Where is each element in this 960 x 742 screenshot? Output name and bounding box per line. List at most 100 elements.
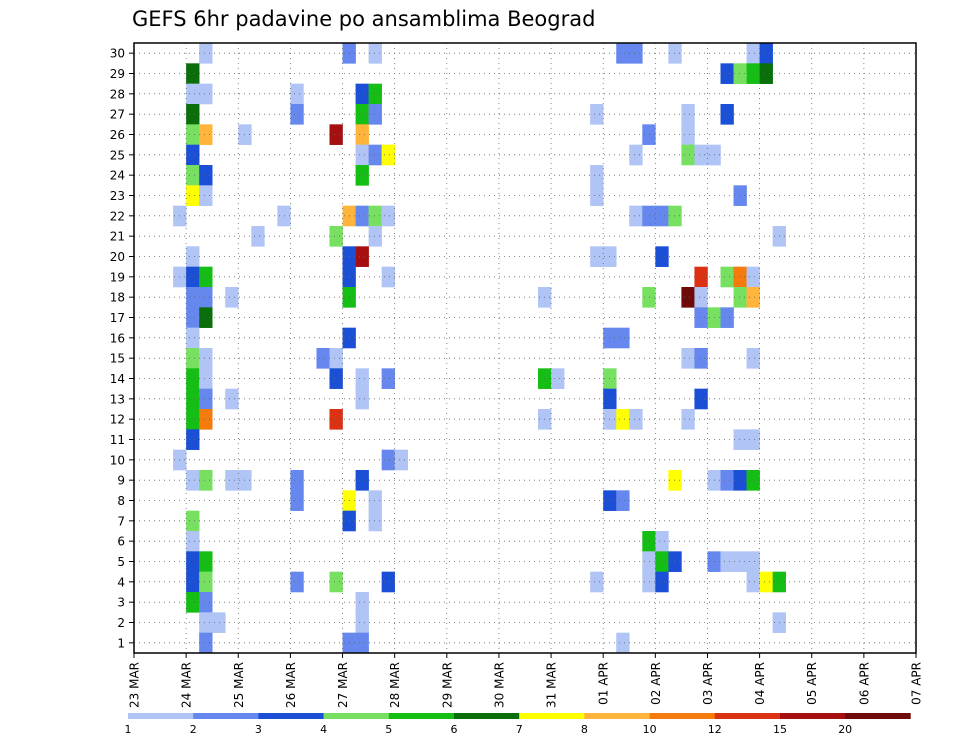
cell-m9-c7 xyxy=(225,470,239,491)
plot-frame xyxy=(133,42,917,654)
cell-m29-c47 xyxy=(746,63,760,84)
colorbar-swatch-1 xyxy=(193,713,259,719)
cell-m27-c12 xyxy=(290,104,304,125)
cell-m15-c47 xyxy=(746,348,760,369)
cell-m17-c45 xyxy=(720,307,734,328)
cell-m24-c4 xyxy=(186,165,200,186)
x-tick-label-13: 05 APR xyxy=(805,662,819,705)
cell-m30-c5 xyxy=(199,43,213,64)
cell-m5-c45 xyxy=(720,551,734,572)
y-tick-label-13: 13 xyxy=(110,392,125,406)
cell-m27-c45 xyxy=(720,104,734,125)
cell-m19-c4 xyxy=(186,266,200,288)
cell-m26-c39 xyxy=(642,124,656,145)
cell-m26-c15 xyxy=(329,124,343,145)
colorbar-swatch-6 xyxy=(519,713,585,719)
cell-m27-c42 xyxy=(681,104,695,125)
cell-m14-c4 xyxy=(186,368,200,389)
cell-m21-c18 xyxy=(368,226,382,247)
cell-m19-c46 xyxy=(733,266,747,288)
x-tick-label-8: 31 MAR xyxy=(545,662,559,708)
cell-m15-c14 xyxy=(316,348,330,369)
y-tick-label-1: 1 xyxy=(117,636,125,650)
cell-m6-c40 xyxy=(655,531,669,552)
cell-m24-c35 xyxy=(590,165,604,186)
cell-m13-c17 xyxy=(355,388,369,410)
cell-m18-c42 xyxy=(681,287,695,308)
colorbar-swatch-0 xyxy=(128,713,194,719)
colorbar-swatch-9 xyxy=(714,713,781,719)
cell-m9-c45 xyxy=(720,470,734,491)
cell-m30-c48 xyxy=(759,43,773,64)
cell-m18-c5 xyxy=(199,287,213,308)
y-tick-label-20: 20 xyxy=(110,250,125,264)
colorbar-label-8: 10 xyxy=(643,723,657,736)
cell-m29-c48 xyxy=(759,63,773,84)
cell-m30-c18 xyxy=(368,43,382,64)
colorbar-swatch-7 xyxy=(584,713,650,719)
cell-m23-c46 xyxy=(733,185,747,206)
y-tick-label-6: 6 xyxy=(117,535,125,549)
cell-m28-c17 xyxy=(355,83,369,105)
x-tick-label-7: 30 MAR xyxy=(492,662,506,708)
x-tick-label-5: 28 MAR xyxy=(388,662,402,708)
cell-m29-c4 xyxy=(186,63,200,84)
cell-m18-c47 xyxy=(746,287,760,308)
x-tick-label-2: 25 MAR xyxy=(232,662,246,708)
cell-m8-c18 xyxy=(368,490,382,511)
cell-m22-c19 xyxy=(381,205,395,227)
cell-m25-c38 xyxy=(629,144,643,166)
x-tick-label-0: 23 MAR xyxy=(128,662,142,708)
cell-m25-c19 xyxy=(381,144,395,166)
cell-m20-c17 xyxy=(355,246,369,267)
cell-m5-c47 xyxy=(746,551,760,572)
x-tick-label-14: 06 APR xyxy=(857,662,871,705)
colorbar-label-2: 3 xyxy=(255,723,262,736)
cell-m4-c35 xyxy=(590,571,604,593)
cell-m12-c38 xyxy=(629,409,643,430)
cell-m4-c4 xyxy=(186,571,200,593)
cell-m25-c43 xyxy=(694,144,708,166)
y-tick-label-28: 28 xyxy=(110,87,125,101)
cell-m12-c4 xyxy=(186,409,200,430)
cell-m23-c35 xyxy=(590,185,604,206)
cell-m9-c47 xyxy=(746,470,760,491)
x-tick-label-15: 07 APR xyxy=(910,662,924,705)
y-tick-label-11: 11 xyxy=(110,433,125,447)
cell-m5-c5 xyxy=(199,551,213,572)
colorbar-label-7: 8 xyxy=(581,723,588,736)
cell-m20-c35 xyxy=(590,246,604,267)
cell-m26-c17 xyxy=(355,124,369,145)
y-tick-label-27: 27 xyxy=(110,108,125,122)
colorbar-swatch-10 xyxy=(780,713,846,719)
cell-m11-c4 xyxy=(186,429,200,450)
cell-m29-c45 xyxy=(720,63,734,84)
cell-m30-c38 xyxy=(629,43,643,64)
cell-m19-c47 xyxy=(746,266,760,288)
y-tick-label-5: 5 xyxy=(117,555,125,569)
y-tick-label-17: 17 xyxy=(110,311,125,325)
x-tick-label-10: 02 APR xyxy=(649,662,663,705)
cell-m4-c48 xyxy=(759,571,773,593)
cell-m15-c42 xyxy=(681,348,695,369)
y-tick-label-23: 23 xyxy=(110,189,125,203)
cell-m12-c37 xyxy=(616,409,630,430)
colorbar-swatch-4 xyxy=(388,713,455,719)
cell-m4-c39 xyxy=(642,571,656,593)
cell-m14-c32 xyxy=(551,368,565,389)
colorbar-swatch-2 xyxy=(258,713,324,719)
cell-m12-c5 xyxy=(199,409,213,430)
cell-m12-c42 xyxy=(681,409,695,430)
y-tick-label-10: 10 xyxy=(110,453,125,467)
y-axis: 1234567891011121314151617181920212223242… xyxy=(110,47,134,650)
cell-m11-c46 xyxy=(733,429,747,450)
colorbar-label-6: 7 xyxy=(516,723,523,736)
colorbar: 1 2 3 4 5 6 7 8 10 12 15 20 xyxy=(125,713,911,736)
cell-m2-c6 xyxy=(212,612,226,633)
cell-m4-c47 xyxy=(746,571,760,593)
cell-m3-c4 xyxy=(186,592,200,613)
colorbar-label-4: 5 xyxy=(385,723,392,736)
y-tick-label-18: 18 xyxy=(110,291,125,305)
cell-m28-c12 xyxy=(290,83,304,105)
y-tick-label-4: 4 xyxy=(117,575,125,589)
